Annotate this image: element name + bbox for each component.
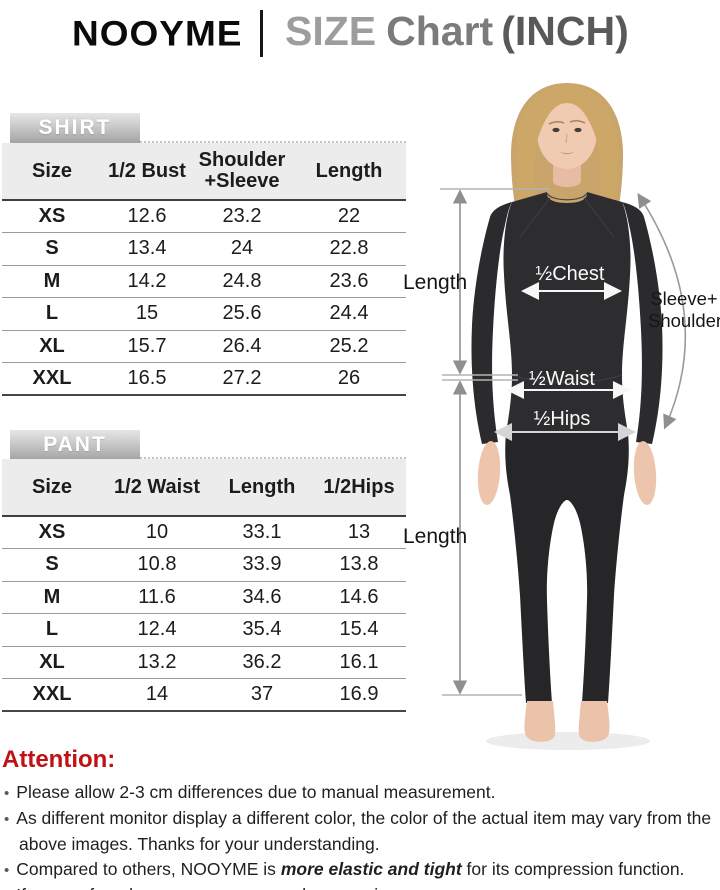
shirt-length-label: Length bbox=[403, 271, 468, 294]
table-row: XL 13.2 36.2 16.1 bbox=[2, 646, 406, 679]
pant-tab: PANT bbox=[10, 430, 140, 460]
pant-dotted-line bbox=[140, 457, 406, 459]
brand-logo: NOOYME bbox=[72, 13, 243, 54]
pant-col-waist: 1/2 Waist bbox=[102, 459, 212, 517]
model-nose bbox=[565, 133, 568, 144]
model-shirt bbox=[503, 192, 631, 433]
model-eyebrow-right bbox=[569, 119, 586, 124]
pant-table: Size 1/2 Waist Length 1/2Hips XS 10 33.1 13… bbox=[2, 459, 406, 712]
model-eyebrow-left bbox=[548, 120, 565, 125]
model-eye-right bbox=[574, 127, 582, 133]
model-lips bbox=[559, 151, 575, 155]
table-row: XS 10 33.1 13 bbox=[2, 516, 406, 549]
attention-bullet3-emphasis: more elastic and tight bbox=[280, 859, 462, 879]
header-divider bbox=[260, 10, 263, 57]
attention-bullet: Compared to others, NOOYME is more elast… bbox=[4, 857, 716, 883]
model-hand-left bbox=[477, 441, 501, 505]
page-title-chart: Chart bbox=[386, 8, 494, 54]
model-hair-front bbox=[516, 85, 618, 235]
page-title-size: SIZE bbox=[285, 8, 377, 54]
shirt-table: Size 1/2 Bust Shoulder +Sleeve Length XS… bbox=[2, 143, 406, 396]
attention-heading: Attention: bbox=[2, 746, 116, 773]
shirt-col-shoulder-sleeve: Shoulder +Sleeve bbox=[192, 143, 292, 201]
pant-col-size: Size bbox=[2, 459, 102, 517]
sleeve-shoulder-label-line2: Shoulder bbox=[648, 310, 720, 332]
model-leggings bbox=[505, 433, 629, 703]
table-row: L 12.4 35.4 15.4 bbox=[2, 613, 406, 647]
table-row: M 14.2 24.8 23.6 bbox=[2, 265, 406, 298]
model-foot-left bbox=[524, 701, 556, 742]
model-illustration bbox=[440, 83, 687, 750]
half-chest-label: ½Chest bbox=[535, 263, 605, 285]
attention-bullet: If you prefer a loose one, you can order… bbox=[4, 883, 716, 890]
attention-bullet: As different monitor display a different… bbox=[4, 806, 716, 857]
table-row: S 10.8 33.9 13.8 bbox=[2, 548, 406, 582]
attention-bullet3-post: for its compression function. bbox=[461, 859, 685, 879]
table-row: XS 12.6 23.2 22 bbox=[2, 200, 406, 233]
pant-header-row: Size 1/2 Waist Length 1/2Hips bbox=[2, 459, 406, 517]
pant-length-label: Length bbox=[403, 525, 468, 548]
table-row: XXL 16.5 27.2 26 bbox=[2, 362, 406, 396]
floor-shadow bbox=[486, 732, 650, 750]
model-eye-left bbox=[552, 127, 560, 133]
sleeve-shoulder-label-line1: Sleeve+ bbox=[650, 288, 718, 309]
model-figure: Length ½Chest Sleeve+ Shoulder ½Waist ½H… bbox=[400, 75, 720, 765]
attention-bullet: Please allow 2-3 cm differences due to m… bbox=[4, 780, 716, 806]
sleeve-shoulder-curve-arrow bbox=[637, 192, 687, 430]
shirt-collar-seam bbox=[546, 192, 588, 201]
shirt-tab: SHIRT bbox=[10, 113, 140, 143]
table-row: L 15 25.6 24.4 bbox=[2, 297, 406, 331]
table-row: XXL 14 37 16.9 bbox=[2, 678, 406, 712]
pant-col-hips: 1/2Hips bbox=[312, 459, 406, 517]
shirt-raglan-seam-left bbox=[519, 197, 551, 238]
shirt-col-bust: 1/2 Bust bbox=[102, 143, 192, 201]
page-title-inch: (INCH) bbox=[501, 8, 629, 54]
half-hips-label: ½Hips bbox=[533, 408, 591, 430]
shirt-col-length: Length bbox=[292, 143, 406, 201]
shirt-col-size: Size bbox=[2, 143, 102, 201]
attention-list: Please allow 2-3 cm differences due to m… bbox=[4, 780, 716, 890]
model-hand-right bbox=[633, 441, 657, 505]
model-face bbox=[537, 97, 597, 169]
model-sleeve-left bbox=[471, 202, 512, 444]
table-row: M 11.6 34.6 14.6 bbox=[2, 581, 406, 614]
table-row: S 13.4 24 22.8 bbox=[2, 232, 406, 266]
model-foot-right bbox=[578, 701, 610, 742]
half-waist-label: ½Waist bbox=[529, 368, 595, 390]
shirt-header-row: Size 1/2 Bust Shoulder +Sleeve Length bbox=[2, 143, 406, 201]
attention-bullet3-pre: Compared to others, NOOYME is bbox=[16, 859, 281, 879]
sleeve-shoulder-label: Sleeve+ Shoulder bbox=[648, 288, 720, 332]
pant-col-length: Length bbox=[212, 459, 312, 517]
shirt-raglan-seam-right bbox=[583, 197, 615, 238]
page-title: SIZE Chart (INCH) bbox=[285, 8, 629, 55]
table-row: XL 15.7 26.4 25.2 bbox=[2, 330, 406, 363]
shirt-dotted-line bbox=[140, 141, 406, 143]
